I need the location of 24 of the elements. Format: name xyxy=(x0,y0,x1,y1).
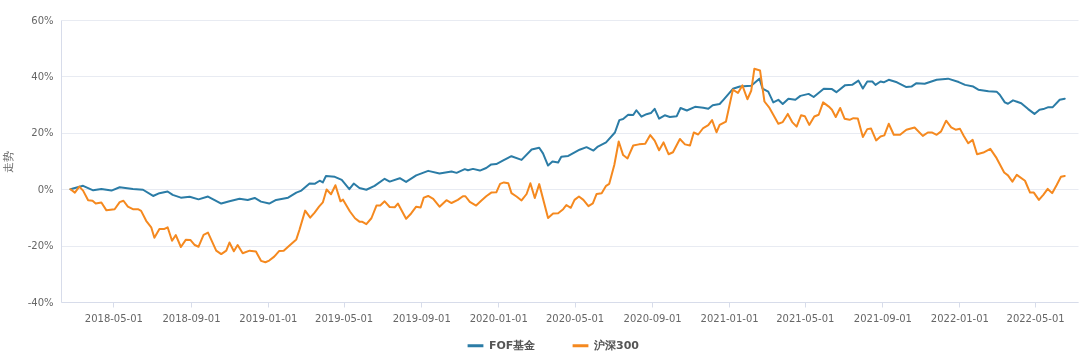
line-series xyxy=(69,77,1066,205)
line-series xyxy=(69,67,1066,264)
x-tick-label: 2022-05-01 xyxy=(1006,312,1065,324)
y-tick-label: 0% xyxy=(37,183,54,195)
x-tick-label: 2019-01-01 xyxy=(239,312,298,324)
y-tick-label: 20% xyxy=(31,127,54,139)
x-tick-label: 2018-05-01 xyxy=(84,312,143,324)
x-tick-label: 2018-09-01 xyxy=(162,312,221,324)
y-axis-title: 走势 xyxy=(1,150,15,173)
x-tick-label: 2020-05-01 xyxy=(545,312,605,324)
x-tick-label: 2020-01-01 xyxy=(469,312,528,324)
y-tick-label: 60% xyxy=(31,14,54,26)
y-tick-label: -40% xyxy=(27,296,54,308)
x-tick-label: 2020-09-01 xyxy=(623,312,682,324)
x-tick-label: 2022-01-01 xyxy=(930,312,989,324)
x-tick-label: 2021-05-01 xyxy=(776,312,835,324)
y-tick-label: 40% xyxy=(31,70,54,82)
x-tick-label: 2021-09-01 xyxy=(853,312,912,324)
legend-label: FOF基金 xyxy=(489,338,537,352)
x-tick-label: 2021-01-01 xyxy=(700,312,759,324)
legend-label: 沪深300 xyxy=(593,338,640,352)
x-tick-label: 2019-09-01 xyxy=(392,312,451,324)
y-tick-label: -20% xyxy=(27,240,54,252)
x-tick-label: 2019-05-01 xyxy=(315,312,374,324)
